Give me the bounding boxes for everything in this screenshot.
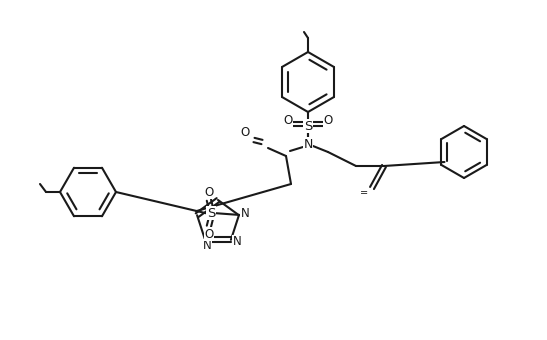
Text: S: S <box>304 119 312 133</box>
Text: S: S <box>207 207 215 220</box>
Text: O: O <box>240 126 249 139</box>
Text: =: = <box>360 188 368 198</box>
Text: N: N <box>304 137 313 151</box>
Text: O: O <box>323 115 333 128</box>
Text: N: N <box>232 235 241 248</box>
Text: O: O <box>283 115 293 128</box>
Text: O: O <box>204 186 213 199</box>
Text: N: N <box>203 239 212 252</box>
Text: O: O <box>204 228 213 241</box>
Text: N: N <box>241 207 249 220</box>
